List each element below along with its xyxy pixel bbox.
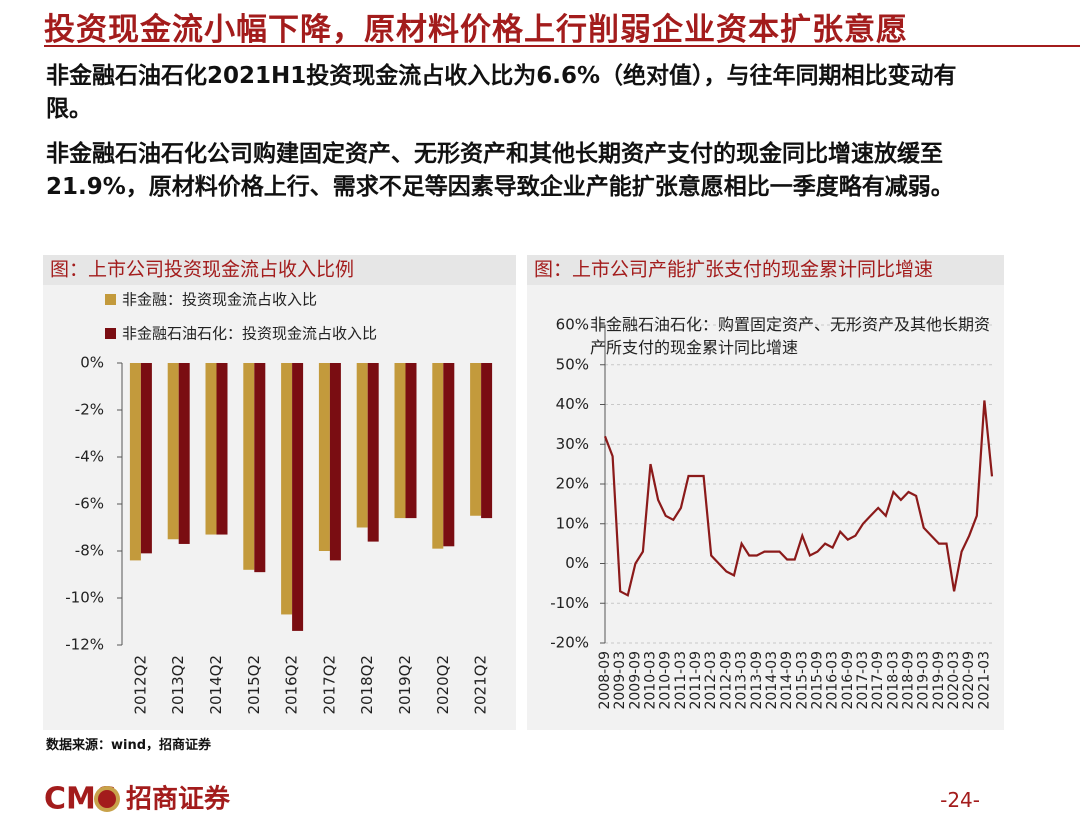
slide-title: 投资现金流小幅下降，原材料价格上行削弱企业资本扩张意愿 [44, 12, 908, 48]
x-tick-label: 2018-09 [901, 651, 917, 710]
bar [394, 363, 406, 519]
x-tick-label: 2016-03 [825, 651, 841, 710]
x-tick-label: 2014-03 [764, 651, 780, 710]
y-tick-label: 50% [556, 355, 589, 373]
bar [292, 363, 304, 631]
x-tick-label: 2011-09 [688, 651, 704, 710]
x-tick-label: 2017Q2 [320, 655, 338, 715]
legend-label: 非金融石油石化：投资现金流占收入比 [122, 325, 377, 343]
x-tick-label: 2018Q2 [358, 655, 376, 715]
page-number: -24- [940, 788, 980, 812]
x-tick-label: 2018-03 [885, 651, 901, 710]
x-tick-label: 2017-09 [870, 651, 886, 710]
paragraph: 非金融石油石化公司购建固定资产、无形资产和其他长期资产支付的现金同比增速放缓至2… [46, 141, 954, 200]
x-tick-label: 2010-09 [658, 651, 674, 710]
bar [254, 363, 266, 573]
legend-label: 非金融石油石化：购置固定资产、无形资产及其他长期资产所支付的现金累计同比增速 [590, 315, 991, 357]
source-note: 数据来源：wind，招商证券 [46, 738, 212, 753]
chart-title: 图：上市公司产能扩张支付的现金累计同比增速 [534, 259, 933, 281]
x-tick-label: 2020-03 [946, 651, 962, 710]
bar [167, 363, 179, 540]
x-tick-label: 2019Q2 [396, 655, 414, 715]
bar [205, 363, 217, 535]
x-tick-label: 2012Q2 [131, 655, 149, 715]
bar [140, 363, 152, 554]
y-tick-label: -12% [65, 636, 104, 654]
x-tick-label: 2019-09 [931, 651, 947, 710]
x-tick-label: 2019-03 [916, 651, 932, 710]
y-tick-label: 0% [565, 554, 589, 572]
bar [443, 363, 455, 547]
chart-panel [527, 255, 1004, 730]
bar [129, 363, 141, 561]
x-tick-label: 2015-09 [809, 651, 825, 710]
paragraph: 非金融石油石化2021H1投资现金流占收入比为6.6%（绝对值），与往年同期相比… [46, 63, 957, 122]
bar [367, 363, 379, 542]
x-tick-label: 2016-09 [840, 651, 856, 710]
x-tick-label: 2015Q2 [245, 655, 263, 715]
y-tick-label: 10% [556, 514, 589, 532]
chart-title-bg [43, 255, 516, 285]
x-tick-label: 2009-03 [612, 651, 628, 710]
y-tick-label: -10% [65, 589, 104, 607]
x-tick-label: 2011-03 [673, 651, 689, 710]
bar [432, 363, 444, 549]
bar [281, 363, 293, 615]
x-tick-label: 2020Q2 [434, 655, 452, 715]
y-tick-label: -6% [75, 495, 104, 513]
y-tick-label: -8% [75, 542, 104, 560]
y-tick-label: -2% [75, 401, 104, 419]
y-tick-label: -20% [550, 634, 589, 652]
chart-title: 图：上市公司投资现金流占收入比例 [50, 259, 354, 281]
x-tick-label: 2012-03 [703, 651, 719, 710]
x-tick-label: 2014-09 [779, 651, 795, 710]
x-tick-label: 2013Q2 [169, 655, 187, 715]
bar [405, 363, 417, 519]
x-tick-label: 2015-03 [794, 651, 810, 710]
bar [216, 363, 228, 535]
bar [356, 363, 368, 528]
y-tick-label: 20% [556, 475, 589, 493]
bar [243, 363, 255, 570]
legend-label: 非金融：投资现金流占收入比 [122, 291, 317, 309]
y-tick-label: 30% [556, 435, 589, 453]
bar [329, 363, 341, 561]
x-tick-label: 2009-09 [627, 651, 643, 710]
bar [470, 363, 482, 516]
y-tick-label: -4% [75, 448, 104, 466]
x-tick-label: 2013-03 [734, 651, 750, 710]
x-tick-label: 2020-09 [961, 651, 977, 710]
bar [178, 363, 190, 544]
logo-brand: 招商证券 [126, 784, 231, 815]
logo-icon [98, 790, 116, 808]
x-tick-label: 2008-09 [597, 651, 613, 710]
legend-swatch [105, 294, 116, 305]
y-tick-label: 40% [556, 395, 589, 413]
x-tick-label: 2014Q2 [207, 655, 225, 715]
x-tick-label: 2021-03 [976, 651, 992, 710]
legend-swatch [105, 328, 116, 339]
x-tick-label: 2016Q2 [283, 655, 301, 715]
x-tick-label: 2017-03 [855, 651, 871, 710]
y-tick-label: -10% [550, 594, 589, 612]
x-tick-label: 2012-09 [718, 651, 734, 710]
bar [481, 363, 493, 519]
y-tick-label: 0% [80, 354, 104, 372]
line-series [603, 400, 994, 597]
chart-title-bg [527, 255, 1004, 285]
bar [318, 363, 330, 551]
y-tick-label: 60% [556, 316, 589, 334]
x-tick-label: 2013-09 [749, 651, 765, 710]
x-tick-label: 2010-03 [643, 651, 659, 710]
x-tick-label: 2021Q2 [472, 655, 490, 715]
